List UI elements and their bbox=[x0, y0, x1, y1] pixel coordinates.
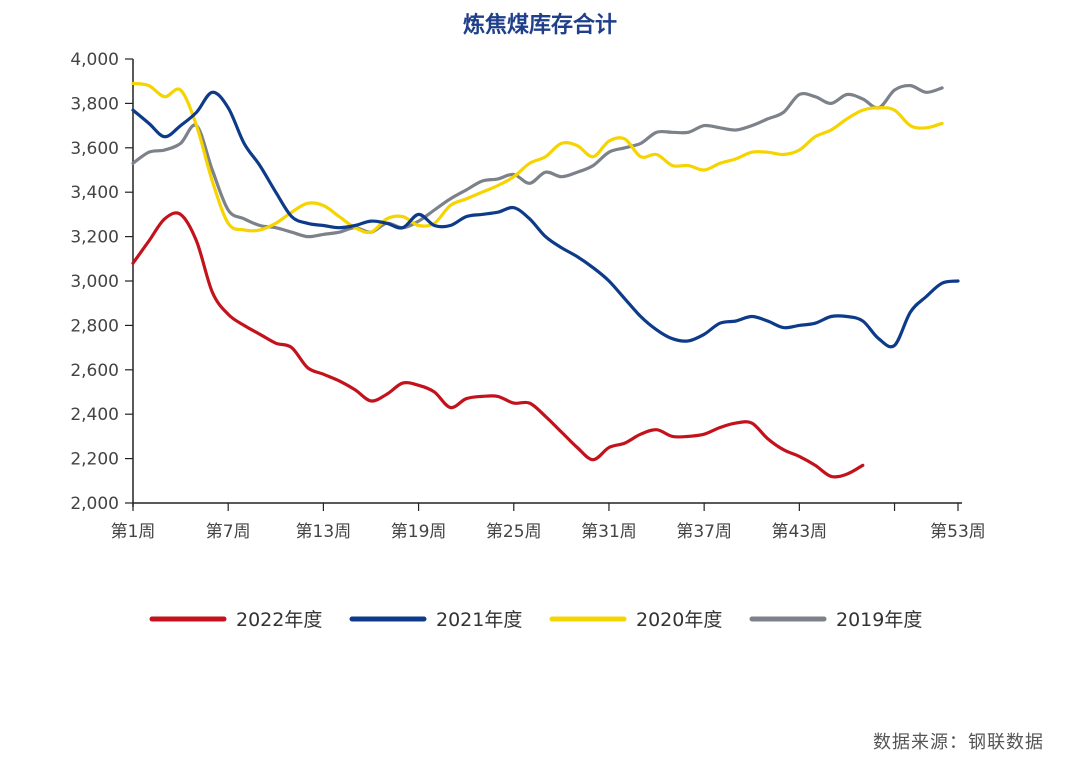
x-tick-label: 第31周 bbox=[581, 522, 637, 542]
y-tick-label: 3,800 bbox=[70, 94, 119, 114]
legend: 2022年度 2021年度 2020年度 2019年度 bbox=[149, 609, 922, 631]
x-tick-label: 第13周 bbox=[296, 522, 352, 542]
series-line-2020年度 bbox=[131, 81, 944, 235]
x-tick-label: 第25周 bbox=[486, 522, 542, 542]
legend-label: 2021年度 bbox=[436, 609, 522, 631]
legend-label: 2020年度 bbox=[636, 609, 722, 631]
x-tick-label: 第37周 bbox=[676, 522, 732, 542]
axes: 2,000 2,200 2,400 2,600 2,800 3,000 3,200 3,400… bbox=[70, 50, 985, 542]
x-tick-label: 第7周 bbox=[206, 522, 251, 542]
chart-title: 炼焦煤库存合计 bbox=[463, 12, 617, 38]
y-tick-label: 3,000 bbox=[70, 272, 119, 292]
y-tick-label: 2,000 bbox=[70, 494, 119, 514]
y-tick-label: 2,800 bbox=[70, 316, 119, 336]
series-line-2022年度 bbox=[131, 211, 865, 479]
x-tick-label: 第1周 bbox=[111, 522, 156, 542]
y-tick-label: 3,400 bbox=[70, 183, 119, 203]
y-tick-label: 2,200 bbox=[70, 450, 119, 470]
x-tick-label: 第53周 bbox=[930, 522, 986, 542]
series-layer bbox=[131, 81, 960, 479]
y-tick-label: 3,200 bbox=[70, 228, 119, 248]
legend-label: 2022年度 bbox=[236, 609, 322, 631]
y-tick-label: 2,400 bbox=[70, 405, 119, 425]
x-tick-label: 第19周 bbox=[391, 522, 447, 542]
legend-label: 2019年度 bbox=[836, 609, 922, 631]
series-line-2021年度 bbox=[131, 90, 960, 349]
y-tick-label: 2,600 bbox=[70, 361, 119, 381]
y-tick-label: 3,600 bbox=[70, 139, 119, 159]
x-tick-label: 第43周 bbox=[772, 522, 828, 542]
y-tick-label: 4,000 bbox=[70, 50, 119, 70]
data-source-note: 数据来源：钢联数据 bbox=[873, 732, 1044, 753]
